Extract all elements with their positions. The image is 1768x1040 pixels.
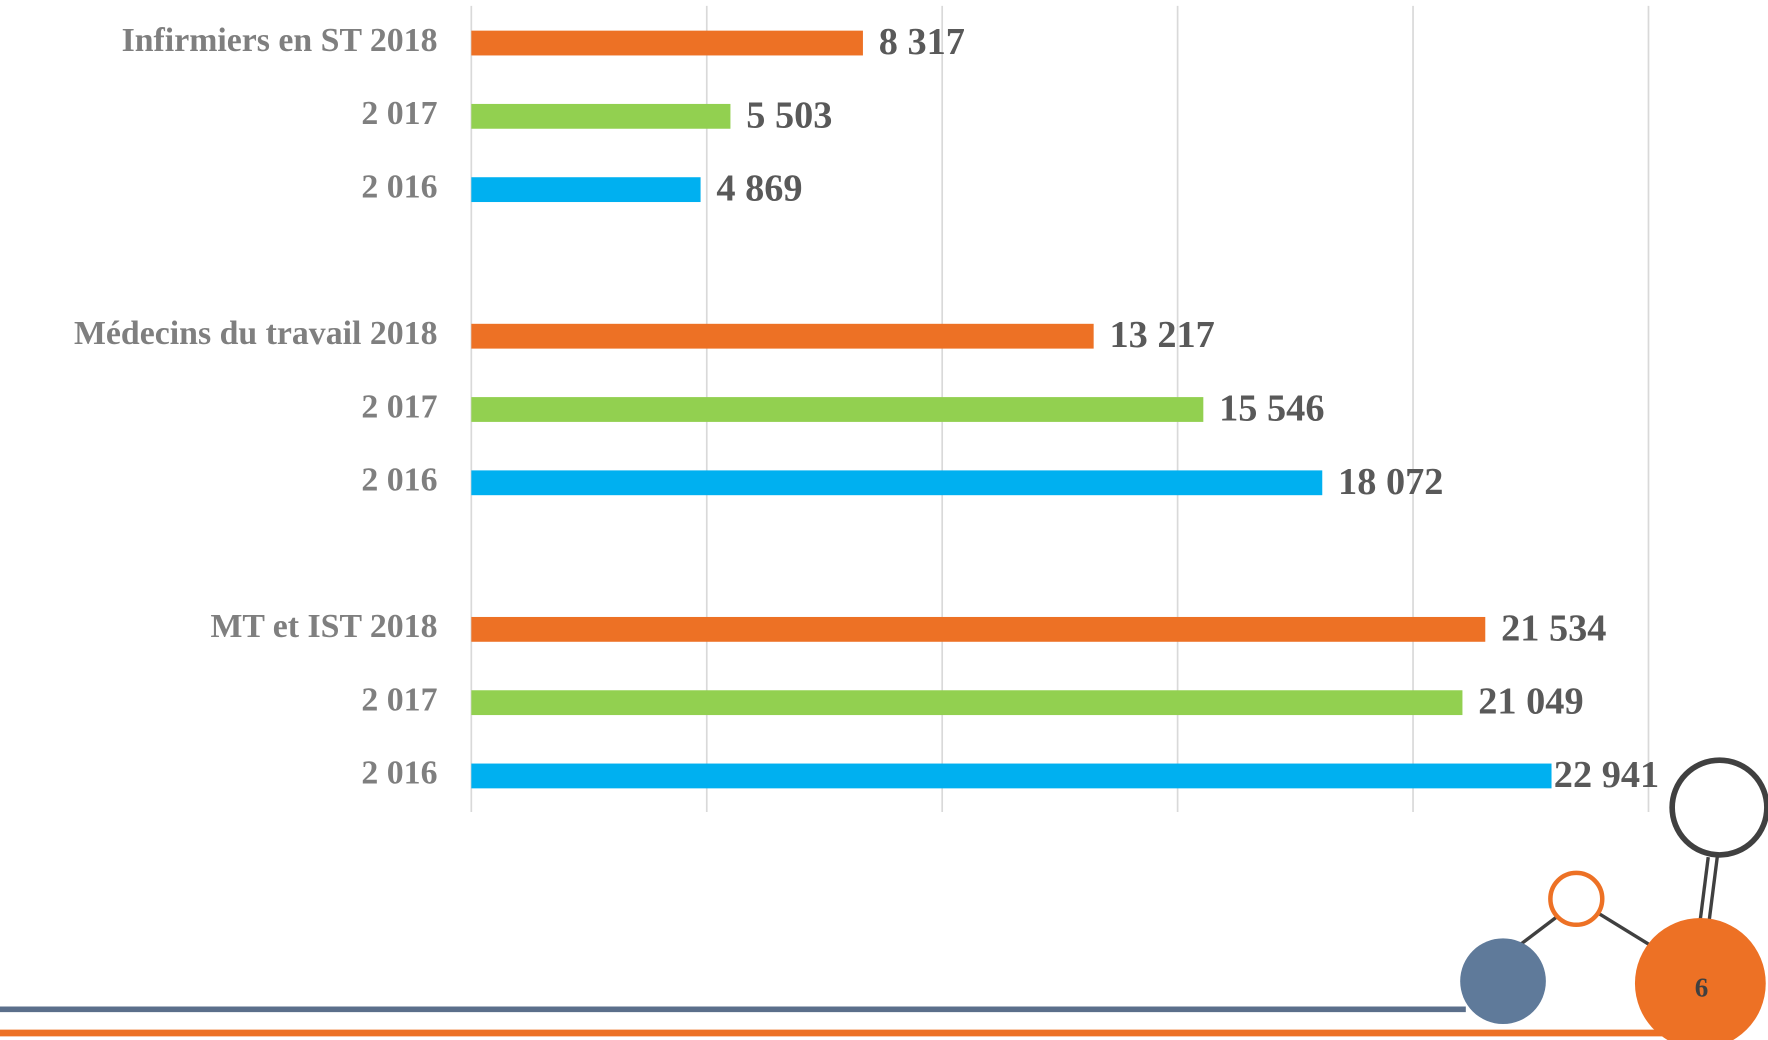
y-tick-label: 2 017 [361,95,437,132]
bar [471,103,731,129]
bar [471,470,1323,496]
value-label: 4 869 [716,168,802,210]
bar [471,690,1463,716]
y-tick-label: 2 017 [361,681,437,718]
bar [471,30,863,56]
value-label: 13 217 [1109,314,1214,356]
value-label: 18 072 [1338,461,1443,503]
y-tick-label: Médecins du travail 2018 [74,315,437,352]
bar [471,763,1552,789]
value-label: 8 317 [879,21,965,63]
value-label: 21 534 [1501,607,1606,649]
bar [471,616,1486,642]
value-label: 21 049 [1478,681,1583,723]
value-label: 5 503 [746,94,832,136]
value-label: 15 546 [1219,388,1324,430]
bar [471,323,1094,349]
value-label: 22 941 [1554,754,1659,796]
decoration [0,757,1768,1040]
y-tick-label: Infirmiers en ST 2018 [122,22,438,59]
y-tick-label: 2 017 [361,388,437,425]
y-tick-label: MT et IST 2018 [210,608,437,645]
bar [471,177,701,203]
bar [471,397,1204,422]
y-tick-label: 2 016 [361,755,437,792]
y-tick-label: 2 016 [361,462,437,499]
page-number: 6 [1695,972,1709,1002]
y-tick-label: 2 016 [361,168,437,205]
